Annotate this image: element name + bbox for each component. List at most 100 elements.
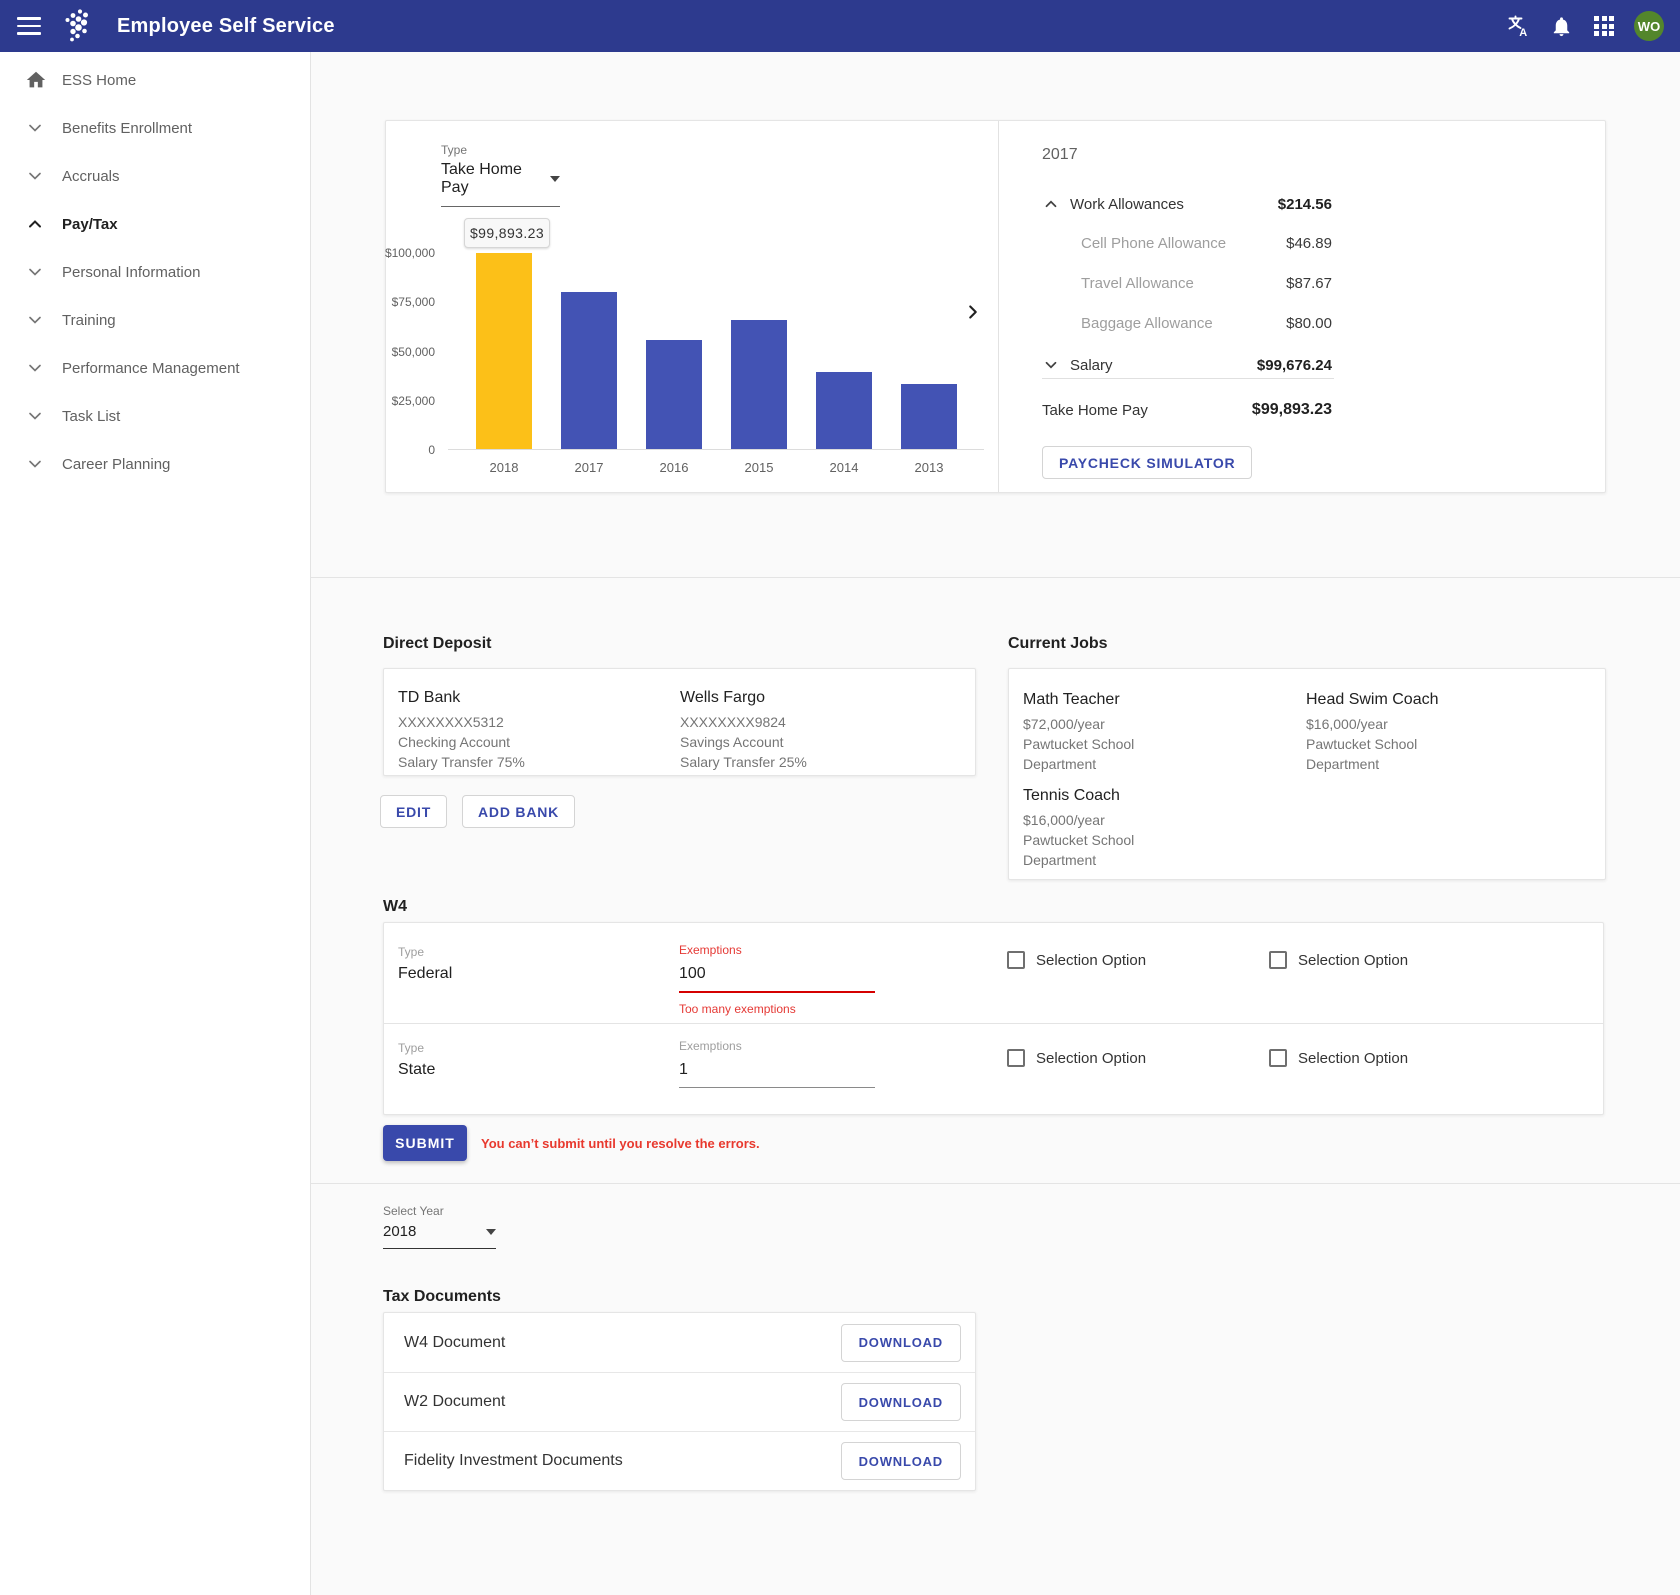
chart-bar[interactable]: [476, 253, 532, 449]
paycheck-simulator-button[interactable]: PAYCHECK SIMULATOR: [1042, 446, 1253, 479]
allowance-row: Baggage Allowance $80.00: [1081, 315, 1332, 332]
account-transfer: Salary Transfer 75%: [398, 754, 525, 770]
account-number: XXXXXXXX9824: [680, 714, 786, 730]
dropdown-caret-icon: [550, 176, 560, 182]
chart-bar[interactable]: [901, 384, 957, 449]
selection-option-checkbox[interactable]: Selection Option: [1269, 1049, 1408, 1067]
submit-error-text: You can’t submit until you resolve the e…: [481, 1136, 760, 1151]
x-tick: 2014: [829, 460, 859, 475]
selection-option-checkbox[interactable]: Selection Option: [1007, 951, 1146, 969]
account-transfer: Salary Transfer 25%: [680, 754, 807, 770]
chart-bar[interactable]: [731, 319, 787, 449]
menu-icon[interactable]: [17, 17, 41, 35]
selection-option-checkbox[interactable]: Selection Option: [1269, 951, 1408, 969]
sidebar-item-ess-home[interactable]: ESS Home: [0, 56, 310, 104]
sidebar-item-task-list[interactable]: Task List: [0, 392, 310, 440]
sidebar-item-accruals[interactable]: Accruals: [0, 152, 310, 200]
sidebar-item-benefits-enrollment[interactable]: Benefits Enrollment: [0, 104, 310, 152]
select-year-value: 2018: [383, 1223, 417, 1240]
pay-summary-panel: 2017 Work Allowances $214.56 Cell Phone …: [999, 121, 1605, 492]
tax-document-row: W4 Document DOWNLOAD: [384, 1313, 975, 1372]
chart-type-select[interactable]: Type Take Home Pay: [441, 143, 560, 207]
app-title: Employee Self Service: [117, 14, 335, 37]
take-home-pay-value: $99,893.23: [1251, 401, 1332, 418]
select-year-dropdown[interactable]: Select Year 2018: [383, 1204, 496, 1249]
apps-grid-icon[interactable]: [1591, 13, 1617, 39]
x-tick: 2015: [744, 460, 774, 475]
app-bar: Employee Self Service A WO: [0, 0, 1680, 52]
salary-total: $99,676.24: [1256, 356, 1332, 374]
sidebar-item-training[interactable]: Training: [0, 296, 310, 344]
checkbox-icon: [1007, 951, 1025, 969]
chart-bar[interactable]: [561, 292, 617, 449]
exemptions-input[interactable]: 1: [679, 1061, 688, 1078]
select-year-label: Select Year: [383, 1204, 444, 1218]
notifications-icon[interactable]: [1548, 13, 1574, 39]
edit-button[interactable]: EDIT: [380, 795, 448, 828]
chevron-down-icon: [25, 454, 49, 474]
avatar[interactable]: WO: [1634, 11, 1664, 41]
tax-documents-card: W4 Document DOWNLOAD W2 Document DOWNLOA…: [383, 1312, 976, 1491]
chart-tooltip: $99,893.23: [464, 218, 550, 248]
job-salary: $72,000/year: [1023, 716, 1105, 732]
sidebar-item-career-planning[interactable]: Career Planning: [0, 440, 310, 488]
translate-icon[interactable]: A: [1505, 13, 1531, 39]
y-tick: $75,000: [391, 295, 435, 310]
y-tick: 0: [428, 443, 435, 457]
take-home-pay-row: Take Home Pay $99,893.23: [1042, 401, 1332, 419]
home-icon: [25, 69, 49, 91]
work-allowances-total: $214.56: [1277, 195, 1332, 213]
job-item: Tennis Coach $16,000/year Pawtucket Scho…: [1023, 787, 1193, 870]
input-underline-error: [679, 991, 875, 993]
x-tick: 2013: [914, 460, 944, 475]
expand-icon[interactable]: [1042, 356, 1060, 374]
type-select-value: Take Home Pay: [441, 161, 522, 196]
job-employer: Pawtucket School Department: [1023, 736, 1135, 772]
account-type: Checking Account: [398, 734, 511, 750]
checkbox-icon: [1269, 951, 1287, 969]
direct-deposit-heading: Direct Deposit: [383, 635, 492, 652]
chart-next-icon[interactable]: [962, 301, 984, 328]
chevron-down-icon: [25, 406, 49, 426]
sidebar-item-performance-management[interactable]: Performance Management: [0, 344, 310, 392]
section-divider: [311, 577, 1680, 578]
download-button[interactable]: DOWNLOAD: [840, 1442, 961, 1480]
add-bank-button[interactable]: ADD BANK: [462, 795, 576, 828]
exemptions-input[interactable]: 100: [679, 965, 706, 982]
chart-y-axis: $100,000 $75,000 $50,000 $25,000 0: [385, 246, 435, 457]
chevron-down-icon: [25, 118, 49, 138]
collapse-icon[interactable]: [1042, 195, 1060, 213]
dropdown-caret-icon: [486, 1228, 496, 1235]
selection-option-checkbox[interactable]: Selection Option: [1007, 1049, 1146, 1067]
tax-documents-heading: Tax Documents: [383, 1288, 501, 1305]
main-content: Type Take Home Pay $99,893.23 $100,000 $…: [311, 52, 1680, 1595]
job-salary: $16,000/year: [1306, 716, 1388, 732]
chevron-down-icon: [25, 310, 49, 330]
chevron-down-icon: [25, 262, 49, 282]
submit-button[interactable]: SUBMIT: [383, 1125, 467, 1161]
salary-row: Salary $99,676.24: [1042, 356, 1332, 374]
pay-chart-panel: Type Take Home Pay $99,893.23 $100,000 $…: [385, 121, 999, 492]
sidebar: ESS Home Benefits Enrollment Accruals Pa…: [0, 52, 311, 1595]
section-divider: [311, 1183, 1680, 1184]
current-jobs-card: Math Teacher $72,000/year Pawtucket Scho…: [1008, 668, 1606, 880]
w4-heading: W4: [383, 898, 407, 915]
sidebar-item-personal-information[interactable]: Personal Information: [0, 248, 310, 296]
type-label: Type: [398, 945, 425, 959]
job-salary: $16,000/year: [1023, 812, 1105, 828]
chart-bar[interactable]: [646, 340, 702, 449]
job-item: Head Swim Coach $16,000/year Pawtucket S…: [1306, 691, 1476, 774]
summary-divider: [1042, 378, 1334, 379]
chart-bar[interactable]: [816, 371, 872, 449]
chevron-down-icon: [25, 166, 49, 186]
checkbox-icon: [1269, 1049, 1287, 1067]
sidebar-item-pay-tax[interactable]: Pay/Tax: [0, 200, 310, 248]
svg-text:A: A: [1519, 27, 1527, 38]
x-tick: 2017: [574, 460, 604, 475]
download-button[interactable]: DOWNLOAD: [840, 1383, 961, 1421]
w4-card: Type Federal Exemptions 100 Too many exe…: [383, 922, 1604, 1115]
summary-year: 2017: [1042, 146, 1078, 163]
tax-document-row: Fidelity Investment Documents DOWNLOAD: [384, 1431, 975, 1490]
type-select-label: Type: [441, 143, 468, 157]
download-button[interactable]: DOWNLOAD: [840, 1323, 961, 1362]
